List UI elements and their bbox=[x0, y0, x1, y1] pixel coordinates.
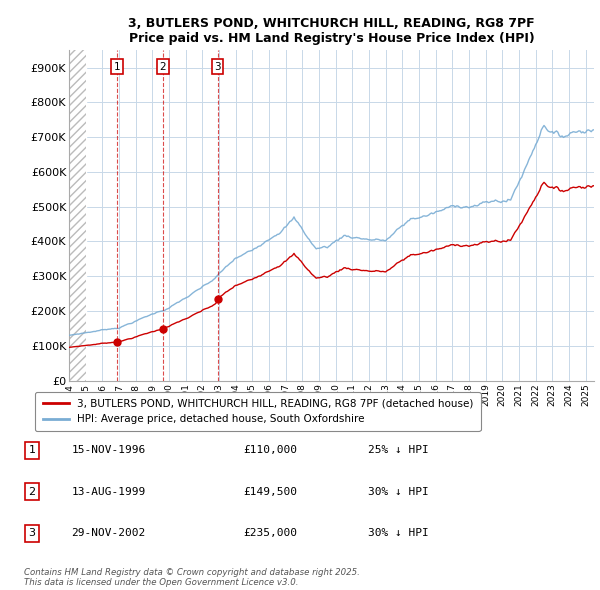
Text: 2: 2 bbox=[160, 62, 166, 72]
Text: 30% ↓ HPI: 30% ↓ HPI bbox=[368, 528, 428, 538]
Text: £149,500: £149,500 bbox=[244, 487, 298, 497]
Bar bbox=[69, 50, 86, 381]
Legend: 3, BUTLERS POND, WHITCHURCH HILL, READING, RG8 7PF (detached house), HPI: Averag: 3, BUTLERS POND, WHITCHURCH HILL, READIN… bbox=[35, 392, 481, 431]
Bar bbox=[69, 50, 86, 381]
Text: 30% ↓ HPI: 30% ↓ HPI bbox=[368, 487, 428, 497]
Text: 29-NOV-2002: 29-NOV-2002 bbox=[71, 528, 146, 538]
Text: 2: 2 bbox=[29, 487, 35, 497]
Text: 1: 1 bbox=[29, 445, 35, 455]
Text: 13-AUG-1999: 13-AUG-1999 bbox=[71, 487, 146, 497]
Title: 3, BUTLERS POND, WHITCHURCH HILL, READING, RG8 7PF
Price paid vs. HM Land Regist: 3, BUTLERS POND, WHITCHURCH HILL, READIN… bbox=[128, 17, 535, 45]
Text: £110,000: £110,000 bbox=[244, 445, 298, 455]
Text: £235,000: £235,000 bbox=[244, 528, 298, 538]
Text: 25% ↓ HPI: 25% ↓ HPI bbox=[368, 445, 428, 455]
Text: 15-NOV-1996: 15-NOV-1996 bbox=[71, 445, 146, 455]
Text: Contains HM Land Registry data © Crown copyright and database right 2025.
This d: Contains HM Land Registry data © Crown c… bbox=[24, 568, 360, 587]
Text: 1: 1 bbox=[113, 62, 121, 72]
Text: 3: 3 bbox=[29, 528, 35, 538]
Text: 3: 3 bbox=[214, 62, 221, 72]
